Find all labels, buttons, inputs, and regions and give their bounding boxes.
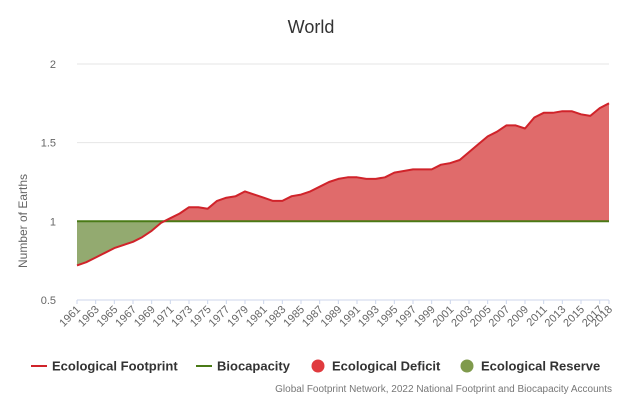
ecological-deficit-area	[164, 103, 609, 222]
legend-label: Biocapacity	[217, 359, 291, 374]
y-tick-label: 1	[50, 216, 56, 228]
legend-label: Ecological Deficit	[332, 359, 441, 374]
legend-item-ecological-footprint[interactable]: Ecological Footprint	[31, 359, 178, 374]
y-axis-label: Number of Earths	[16, 174, 30, 268]
legend-label: Ecological Reserve	[481, 359, 600, 374]
legend-item-ecological-deficit[interactable]: Ecological Deficit	[311, 359, 442, 374]
legend-circle-symbol	[460, 359, 474, 373]
chart-title: World	[288, 17, 335, 37]
legend: Ecological Footprint Biocapacity Ecologica…	[31, 359, 600, 374]
fill-areas	[77, 103, 609, 266]
y-tick-label: 1.5	[41, 138, 56, 150]
legend-item-ecological-reserve[interactable]: Ecological Reserve	[460, 359, 601, 374]
ecological-footprint-line[interactable]	[76, 102, 610, 267]
y-axis-ticks: 0.5 1 1.5 2	[41, 59, 56, 307]
x-axis-ticks: 1961196319651967196919711973197519771979…	[57, 300, 615, 329]
y-tick-label: 2	[50, 59, 56, 71]
legend-item-biocapacity[interactable]: Biocapacity	[196, 359, 291, 374]
legend-circle-symbol	[311, 359, 325, 373]
series-lines	[76, 102, 610, 267]
legend-label: Ecological Footprint	[52, 359, 178, 374]
ecological-reserve-area	[77, 221, 165, 266]
y-tick-label: 0.5	[41, 295, 56, 307]
credits[interactable]: Global Footprint Network, 2022 National …	[275, 384, 612, 395]
